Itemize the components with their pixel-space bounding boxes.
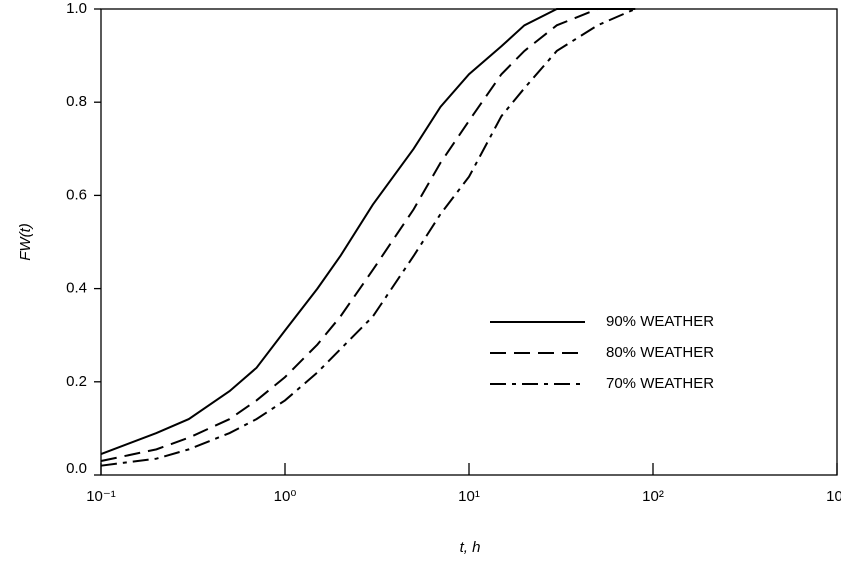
x-tick-label: 10⁻¹ — [86, 488, 116, 505]
y-tick-label: 0.0 — [66, 460, 87, 477]
series-line — [100, 8, 636, 467]
plot-frame — [100, 8, 838, 476]
series-line — [100, 8, 636, 455]
legend-label: 90% WEATHER — [606, 313, 714, 330]
x-axis-label: t, h — [460, 539, 481, 556]
legend-label: 80% WEATHER — [606, 344, 714, 361]
y-axis-label: FW(t) — [17, 223, 34, 260]
y-tick-label: 0.2 — [66, 373, 87, 390]
y-tick-label: 0.6 — [66, 186, 87, 203]
legend-label: 70% WEATHER — [606, 375, 714, 392]
x-tick-label: 10² — [642, 488, 664, 505]
y-tick-label: 1.0 — [66, 0, 87, 17]
y-tick-label: 0.4 — [66, 280, 87, 297]
series-line — [100, 8, 636, 462]
x-tick-label: 10³ — [826, 488, 841, 505]
x-tick-label: 10⁰ — [274, 488, 297, 505]
y-tick-label: 0.8 — [66, 93, 87, 110]
x-tick-label: 10¹ — [458, 488, 480, 505]
